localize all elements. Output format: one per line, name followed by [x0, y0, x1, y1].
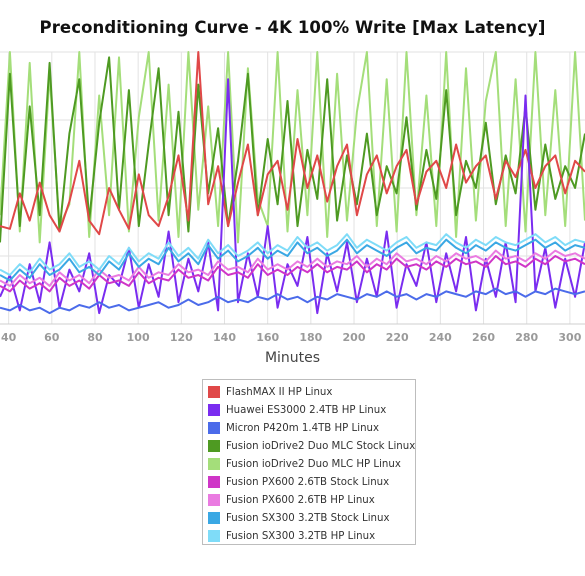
legend-swatch — [208, 440, 220, 452]
legend-swatch — [208, 458, 220, 470]
x-tick-label: 260 — [472, 331, 495, 344]
x-tick-label: 100 — [127, 331, 150, 344]
x-tick-label: 120 — [170, 331, 193, 344]
series-line-2 — [0, 287, 585, 315]
legend-item[interactable]: FlashMAX II HP Linux — [208, 383, 415, 401]
legend-label: Fusion ioDrive2 Duo MLC Stock Linux — [226, 440, 416, 452]
x-tick-label: 300 — [558, 331, 581, 344]
series-line-8 — [0, 233, 585, 276]
x-axis-label: Minutes — [264, 350, 321, 366]
legend-swatch — [208, 386, 220, 398]
legend-label: Fusion ioDrive2 Duo MLC HP Linux — [226, 458, 401, 470]
x-tick-label: 80 — [87, 331, 103, 344]
x-tick-label: 220 — [386, 331, 409, 344]
x-tick-label: 280 — [515, 331, 538, 344]
legend-swatch — [208, 512, 220, 524]
legend-label: Fusion PX600 2.6TB HP Linux — [226, 494, 375, 506]
legend-item[interactable]: Fusion ioDrive2 Duo MLC HP Linux — [208, 455, 415, 473]
x-tick-label: 60 — [44, 331, 60, 344]
legend-label: FlashMAX II HP Linux — [226, 386, 333, 398]
legend-label: Fusion PX600 2.6TB Stock Linux — [226, 476, 390, 488]
series-line-6 — [0, 249, 585, 287]
x-tick-label: 40 — [1, 331, 17, 344]
legend-label: Fusion SX300 3.2TB HP Linux — [226, 530, 376, 542]
legend-item[interactable]: Fusion PX600 2.6TB Stock Linux — [208, 473, 415, 491]
legend-item[interactable]: Fusion SX300 3.2TB HP Linux — [208, 527, 415, 545]
legend-label: Micron P420m 1.4TB HP Linux — [226, 422, 380, 434]
series-line-3 — [0, 56, 585, 243]
series-line-7 — [0, 238, 585, 282]
legend-item[interactable]: Fusion PX600 2.6TB HP Linux — [208, 491, 415, 509]
legend-item[interactable]: Fusion ioDrive2 Duo MLC Stock Linux — [208, 437, 415, 455]
legend-label: Huawei ES3000 2.4TB HP Linux — [226, 404, 387, 416]
legend-item[interactable]: Fusion SX300 3.2TB Stock Linux — [208, 509, 415, 527]
chart-title: Preconditioning Curve - 4K 100% Write [M… — [39, 18, 546, 37]
x-tick-label: 160 — [256, 331, 279, 344]
x-tick-label: 140 — [213, 331, 236, 344]
legend-swatch — [208, 530, 220, 542]
series-line-0 — [0, 51, 585, 236]
x-tick-label: 180 — [299, 331, 322, 344]
series-line-5 — [0, 255, 585, 293]
legend: FlashMAX II HP Linux Huawei ES3000 2.4TB … — [202, 379, 416, 545]
legend-item[interactable]: Micron P420m 1.4TB HP Linux — [208, 419, 415, 437]
x-tick-labels: 40 60 80 100 120 140 160 180 200 220 240 260 280 300 — [1, 331, 582, 344]
series-lines — [0, 51, 585, 315]
x-tick-label: 200 — [343, 331, 366, 344]
legend-swatch — [208, 404, 220, 416]
x-tick-label: 240 — [429, 331, 452, 344]
legend-label: Fusion SX300 3.2TB Stock Linux — [226, 512, 390, 524]
legend-swatch — [208, 494, 220, 506]
legend-swatch — [208, 422, 220, 434]
legend-item[interactable]: Huawei ES3000 2.4TB HP Linux — [208, 401, 415, 419]
legend-swatch — [208, 476, 220, 488]
